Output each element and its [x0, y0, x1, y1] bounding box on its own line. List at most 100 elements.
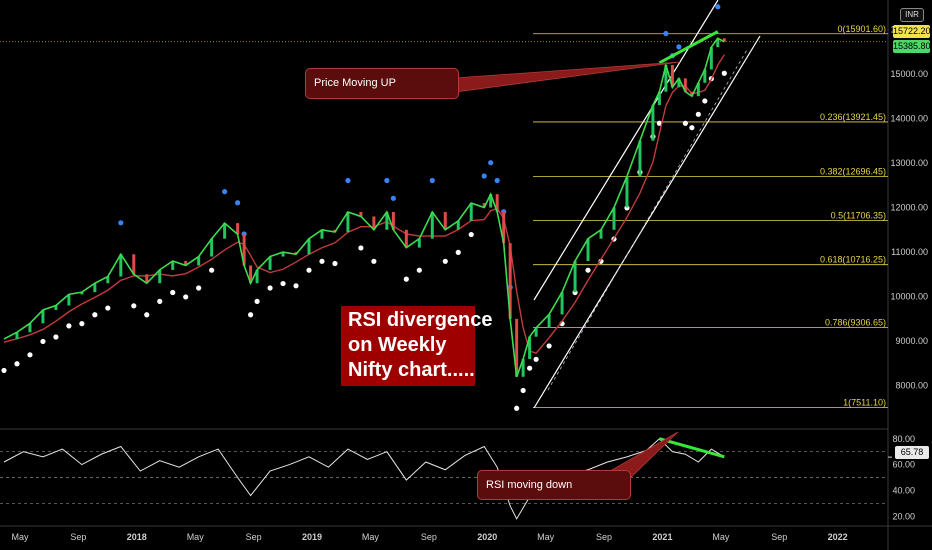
- sar-dot: [235, 200, 241, 206]
- price-candle: [132, 254, 136, 275]
- sar-dot: [390, 195, 396, 201]
- price-candle: [404, 229, 408, 248]
- price-candle: [651, 105, 655, 141]
- sar-dot: [254, 298, 260, 304]
- sar-dot: [455, 249, 461, 255]
- price-tick-label: 15000.00: [890, 69, 928, 79]
- price-candle: [197, 256, 201, 266]
- price-candle: [255, 269, 259, 284]
- x-tick-label: 2022: [828, 532, 848, 542]
- price-candle: [41, 309, 45, 324]
- price-candle: [586, 238, 590, 261]
- price-candle: [320, 229, 324, 239]
- trend-channel: [533, 0, 761, 409]
- rsi-callout[interactable]: RSI moving down: [477, 470, 631, 500]
- sar-dot: [371, 258, 377, 264]
- price-callout[interactable]: Price Moving UP: [305, 68, 459, 99]
- price-tick-label: 8000.00: [895, 381, 928, 391]
- sar-dot: [222, 189, 228, 195]
- sar-dot: [384, 177, 390, 184]
- price-candle: [664, 65, 668, 92]
- x-tick-label: May: [712, 532, 730, 542]
- price-candle: [528, 336, 532, 359]
- sar-dot: [247, 312, 254, 318]
- support-price-label: 15385.80: [893, 40, 931, 53]
- x-tick-label: Sep: [596, 532, 612, 542]
- price-candle: [677, 78, 681, 88]
- price-candle: [15, 332, 19, 339]
- channel-upper-line: [533, 0, 719, 301]
- sar-dot: [27, 352, 33, 358]
- x-tick-label: May: [187, 532, 205, 542]
- x-tick-label: May: [11, 532, 29, 542]
- sar-dot: [280, 280, 286, 287]
- currency-badge[interactable]: INR: [900, 8, 924, 22]
- price-callout-arrow: [454, 61, 681, 93]
- price-candle: [281, 252, 285, 257]
- price-candle: [372, 216, 376, 230]
- sar-dot: [319, 258, 325, 264]
- price-divergence-line: [658, 30, 719, 65]
- price-candle: [443, 211, 447, 230]
- price-candle: [119, 254, 123, 277]
- price-candle: [359, 211, 363, 217]
- divergence-note-line-2: on Weekly: [348, 334, 447, 356]
- price-candle: [456, 220, 460, 230]
- price-candle: [385, 211, 389, 230]
- fibonacci-levels: 0(15901.60) 0.236(13921.45) 0.382(12696.45…: [533, 24, 888, 408]
- x-tick-label: 2021: [652, 532, 672, 542]
- price-candle: [612, 207, 616, 230]
- price-candle: [106, 276, 110, 284]
- divergence-note-line-1: RSI divergence: [348, 309, 493, 331]
- x-axis: May Sep 2018 May Sep 2019 May Sep 2020 May Sep 2021…: [11, 532, 847, 542]
- rsi-tick-label: 20.00: [892, 511, 915, 521]
- price-candle: [145, 274, 149, 284]
- sar-dot: [689, 125, 695, 131]
- sar-dot: [209, 267, 215, 273]
- sar-dot: [533, 356, 539, 362]
- x-tick-label: 2019: [302, 532, 322, 542]
- fib-level-label: 1(7511.10): [843, 397, 886, 407]
- last-price-label: 15722.20: [893, 25, 931, 38]
- price-candle: [210, 238, 214, 257]
- rsi-line: [3, 438, 725, 520]
- sar-dot: [585, 267, 591, 273]
- price-candle: [223, 223, 227, 239]
- sar-dot: [721, 70, 727, 76]
- sar-dot: [429, 177, 435, 184]
- sar-dot: [702, 98, 708, 104]
- price-candle: [716, 38, 720, 48]
- sar-dot: [118, 220, 124, 226]
- price-tick-label: 14000.00: [890, 113, 928, 123]
- divergence-note[interactable]: RSI divergence on Weekly Nifty chart....…: [341, 306, 493, 386]
- sar-dot: [131, 303, 137, 309]
- rsi-tick-label: 60.00: [892, 460, 915, 470]
- sar-dot: [332, 260, 338, 267]
- fib-level-label: 0(15901.60): [837, 24, 886, 34]
- price-candle: [469, 203, 473, 221]
- x-tick-label: May: [362, 532, 380, 542]
- price-candle: [502, 211, 506, 244]
- price-tick-label: 12000.00: [890, 203, 928, 213]
- price-candle: [683, 78, 687, 92]
- sar-dot: [468, 231, 474, 238]
- sar-dot: [520, 387, 526, 394]
- price-tick-label: 10000.00: [890, 292, 928, 302]
- channel-mid-line: [547, 47, 749, 391]
- price-tick-label: 11000.00: [891, 247, 928, 257]
- price-candle: [417, 238, 421, 248]
- price-series: [3, 30, 726, 378]
- rsi-last-value-label: 65.78: [895, 446, 929, 459]
- price-candle: [430, 211, 434, 239]
- sar-dot: [676, 44, 682, 50]
- sar-dot: [183, 294, 189, 300]
- price-candle: [703, 69, 707, 83]
- x-tick-label: 2018: [127, 532, 147, 542]
- price-candle: [599, 229, 603, 239]
- price-candle: [249, 265, 253, 284]
- moving-average-line: [3, 54, 725, 355]
- price-candle: [534, 327, 538, 337]
- sar-dot: [79, 321, 85, 327]
- sar-dot: [53, 334, 59, 340]
